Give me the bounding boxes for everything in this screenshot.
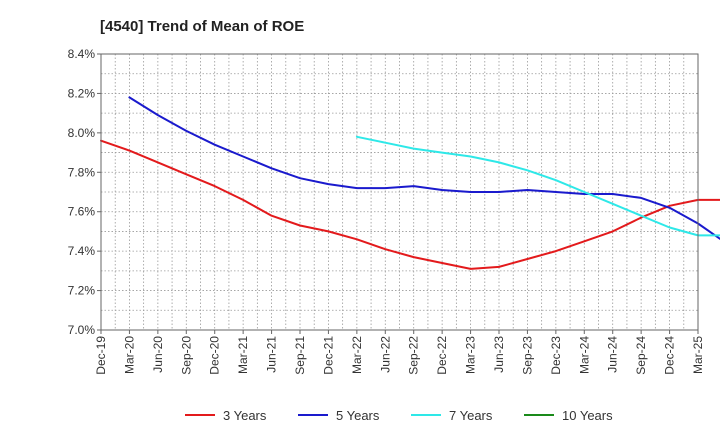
y-tick-label: 7.4% [68, 244, 96, 258]
x-tick-label: Mar-21 [236, 336, 250, 374]
plot-frame [100, 53, 699, 331]
x-tick-label: Mar-25 [691, 336, 705, 374]
x-axis-ticks: Dec-19 Mar-20 Jun-20 Sep-20 Dec-20 Mar-21 Jun-… [94, 330, 705, 375]
x-tick-label: Mar-20 [122, 336, 136, 374]
series-line-5-years [128, 96, 720, 241]
x-tick-label: Mar-24 [577, 336, 591, 374]
legend-label: 7 Years [449, 408, 493, 423]
y-tick-label: 7.0% [68, 323, 96, 337]
x-tick-label: Sep-21 [293, 336, 307, 375]
series-line-7-years [355, 135, 720, 237]
x-tick-label: Sep-23 [520, 336, 534, 375]
x-tick-label: Dec-23 [549, 336, 563, 375]
series-line-3-years [100, 139, 720, 270]
legend: 3 Years 5 Years 7 Years 10 Years [185, 408, 613, 423]
x-tick-label: Sep-22 [407, 336, 421, 375]
x-tick-label: Dec-24 [663, 336, 677, 375]
y-tick-label: 8.2% [68, 86, 96, 100]
legend-label: 5 Years [336, 408, 380, 423]
x-tick-label: Sep-20 [179, 336, 193, 375]
chart-title: [4540] Trend of Mean of ROE [100, 18, 304, 35]
y-tick-label: 7.8% [68, 165, 96, 179]
gridlines [101, 53, 698, 330]
legend-label: 10 Years [562, 408, 613, 423]
y-tick-label: 8.0% [68, 126, 96, 140]
series-lines [100, 96, 720, 270]
legend-label: 3 Years [223, 408, 267, 423]
x-tick-label: Dec-19 [94, 336, 108, 375]
x-tick-label: Dec-22 [435, 336, 449, 375]
x-tick-label: Sep-24 [634, 336, 648, 375]
x-tick-label: Jun-23 [492, 336, 506, 373]
y-axis-ticks: 7.0% 7.2% 7.4% 7.6% 7.8% 8.0% 8.2% 8.4% [68, 47, 101, 337]
x-tick-label: Jun-22 [378, 336, 392, 373]
x-tick-label: Mar-23 [464, 336, 478, 374]
y-tick-label: 8.4% [68, 47, 96, 61]
y-tick-label: 7.6% [68, 205, 96, 219]
x-tick-label: Dec-21 [321, 336, 335, 375]
x-tick-label: Dec-20 [208, 336, 222, 375]
x-tick-label: Mar-22 [350, 336, 364, 374]
x-tick-label: Jun-20 [151, 336, 165, 373]
x-tick-label: Jun-21 [265, 336, 279, 373]
x-tick-label: Jun-24 [606, 336, 620, 373]
y-tick-label: 7.2% [68, 284, 96, 298]
